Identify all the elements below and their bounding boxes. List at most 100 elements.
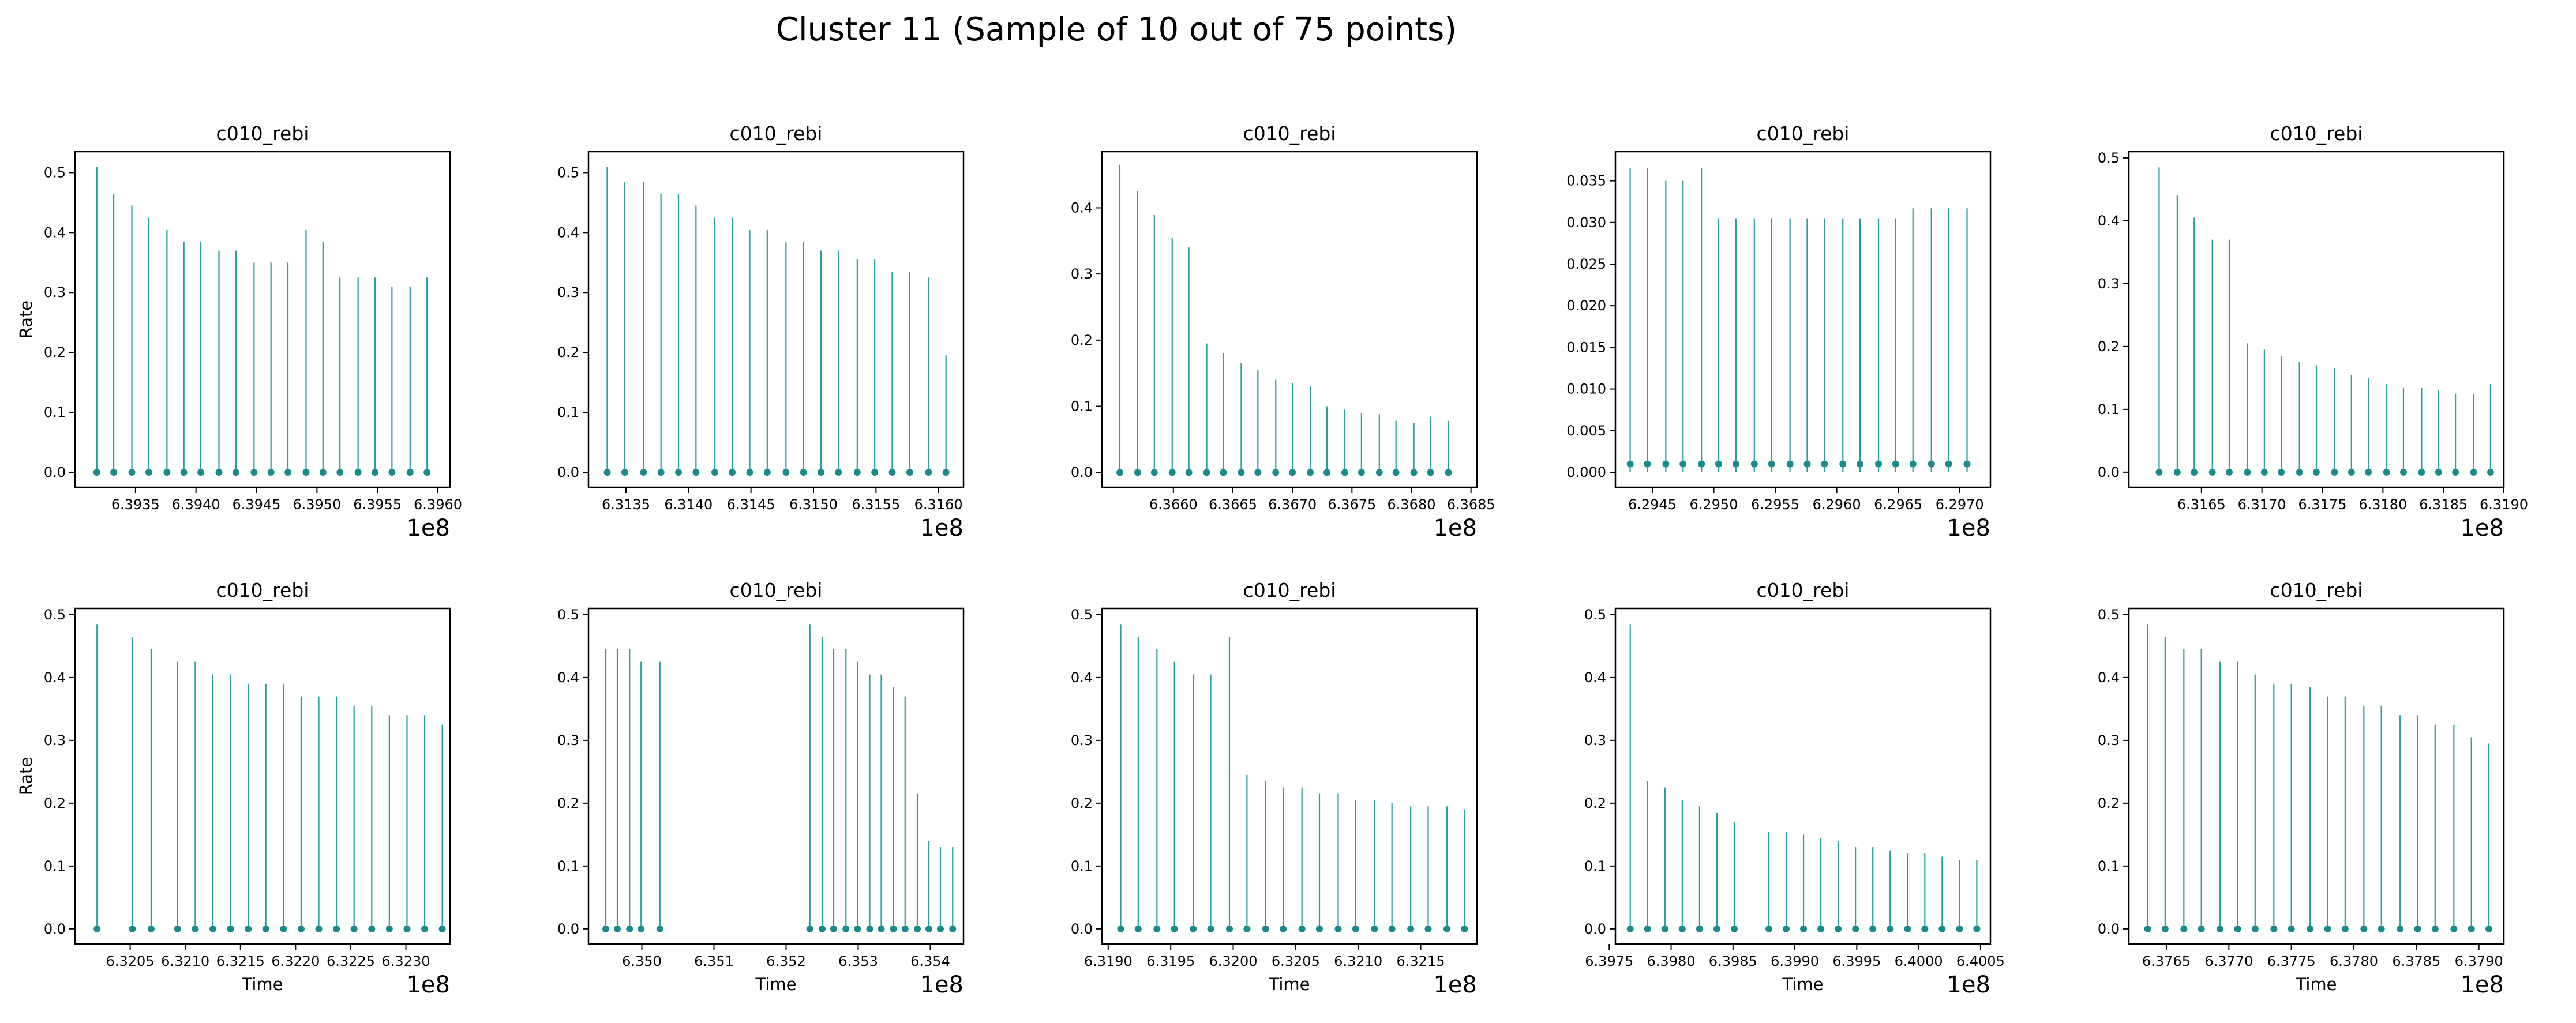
data-point — [1461, 925, 1468, 932]
data-point — [2418, 468, 2425, 476]
x-axis-label: Time — [755, 975, 797, 994]
y-tick-label: 0.5 — [44, 164, 66, 180]
data-point — [1243, 925, 1251, 932]
data-point — [284, 469, 292, 476]
data-point — [1750, 460, 1758, 468]
subplot-2: c010_rebi 6.3135 6.3140 6.3145 6.3150 6.3155 6… — [557, 122, 965, 541]
x-tick-label: 6.3950 — [293, 497, 341, 513]
data-point — [1768, 460, 1775, 468]
x-tick-label: 6.3940 — [172, 497, 220, 513]
x-tick-label: 6.4000 — [1895, 953, 1943, 969]
data-point — [336, 469, 344, 476]
data-point — [1644, 925, 1651, 932]
data-point — [1323, 469, 1330, 476]
data-point — [2331, 468, 2338, 476]
y-tick-label: 0.025 — [1566, 256, 1606, 272]
data-point — [1375, 469, 1383, 476]
data-point — [267, 469, 275, 476]
y-tick-label: 0.4 — [44, 224, 66, 240]
subplot-10: c010_rebi 6.3765 6.3770 6.3775 6.3780 6.3785 6… — [2098, 579, 2505, 998]
data-point — [372, 469, 378, 476]
data-point — [1869, 925, 1877, 932]
data-point — [2397, 925, 2404, 932]
data-point — [819, 925, 826, 932]
y-tick-label: 0.0 — [557, 464, 579, 480]
x-tick-label: 6.2960 — [1813, 497, 1861, 513]
axes-frame — [1614, 151, 1992, 488]
y-tick-label: 0.3 — [557, 732, 579, 749]
data-point — [692, 469, 700, 476]
data-point — [1171, 925, 1178, 932]
data-point — [1626, 460, 1634, 468]
data-point — [2251, 925, 2259, 932]
data-point — [949, 925, 957, 932]
data-point — [1371, 925, 1378, 932]
data-point — [1226, 925, 1233, 932]
data-point — [906, 469, 913, 476]
data-point — [1352, 925, 1359, 932]
data-point — [1732, 460, 1739, 468]
y-tick-label: 0.005 — [1566, 423, 1606, 439]
data-point — [406, 469, 414, 476]
data-point — [888, 469, 896, 476]
data-point — [1921, 925, 1929, 932]
x-offset-label: 1e8 — [1947, 515, 1990, 541]
data-point — [2307, 925, 2314, 932]
y-tick-label: 0.2 — [557, 344, 579, 360]
y-tick-label: 0.4 — [1071, 200, 1093, 216]
x-tick-label: 6.352 — [766, 953, 806, 969]
data-point — [656, 925, 663, 932]
data-point — [1945, 460, 1952, 468]
x-tick-label: 6.3790 — [2455, 953, 2503, 969]
data-point — [1116, 469, 1123, 476]
y-tick-label: 0.2 — [1071, 332, 1093, 348]
subplot-title: c010_rebi — [1757, 579, 1850, 601]
data-point — [1407, 925, 1415, 932]
data-point — [2288, 925, 2295, 932]
x-tick-label: 6.3955 — [353, 497, 402, 513]
x-tick-label: 6.3210 — [1334, 953, 1382, 969]
data-point — [2485, 925, 2492, 932]
data-point — [1679, 460, 1687, 468]
data-point — [621, 469, 628, 476]
data-point — [2313, 468, 2320, 476]
data-point — [901, 925, 909, 932]
data-point — [1887, 925, 1894, 932]
y-tick-label: 0.2 — [557, 795, 579, 811]
x-tick-label: 6.3180 — [2358, 497, 2407, 513]
data-point — [1909, 460, 1917, 468]
y-tick-label: 0.4 — [1071, 670, 1093, 686]
data-point — [262, 925, 269, 932]
data-point — [129, 925, 136, 932]
x-offset-label: 1e8 — [406, 515, 450, 541]
data-point — [2414, 925, 2421, 932]
x-tick-label: 6.3995 — [1832, 953, 1881, 969]
x-tick-label: 6.3170 — [2238, 497, 2286, 513]
data-point — [866, 925, 873, 932]
x-offset-label: 1e8 — [920, 515, 963, 541]
x-tick-label: 6.2945 — [1628, 497, 1677, 513]
data-point — [1203, 469, 1210, 476]
data-point — [2180, 925, 2188, 932]
data-point — [1150, 469, 1158, 476]
y-tick-label: 0.020 — [1566, 298, 1606, 314]
data-point — [423, 469, 431, 476]
x-tick-label: 6.2955 — [1751, 497, 1799, 513]
subplot-title: c010_rebi — [730, 579, 823, 601]
x-tick-label: 6.3145 — [727, 497, 775, 513]
subplot-title: c010_rebi — [216, 122, 309, 145]
x-tick-label: 6.3685 — [1447, 497, 1495, 513]
y-tick-label: 0.4 — [557, 224, 579, 240]
x-tick-label: 6.3165 — [2177, 497, 2226, 513]
x-tick-label: 6.3200 — [1209, 953, 1258, 969]
subplot-title: c010_rebi — [1243, 579, 1336, 601]
data-point — [1358, 469, 1365, 476]
data-point — [1238, 469, 1245, 476]
data-point — [192, 925, 199, 932]
y-tick-label: 0.1 — [2098, 858, 2120, 874]
x-tick-label: 6.3985 — [1709, 953, 1757, 969]
data-point — [1298, 925, 1306, 932]
subplot-1: c010_rebi 6.3935 6.3940 6.3945 6.3950 6.3955 6… — [16, 122, 462, 541]
x-tick-label: 6.3680 — [1388, 497, 1436, 513]
data-point — [1698, 460, 1705, 468]
